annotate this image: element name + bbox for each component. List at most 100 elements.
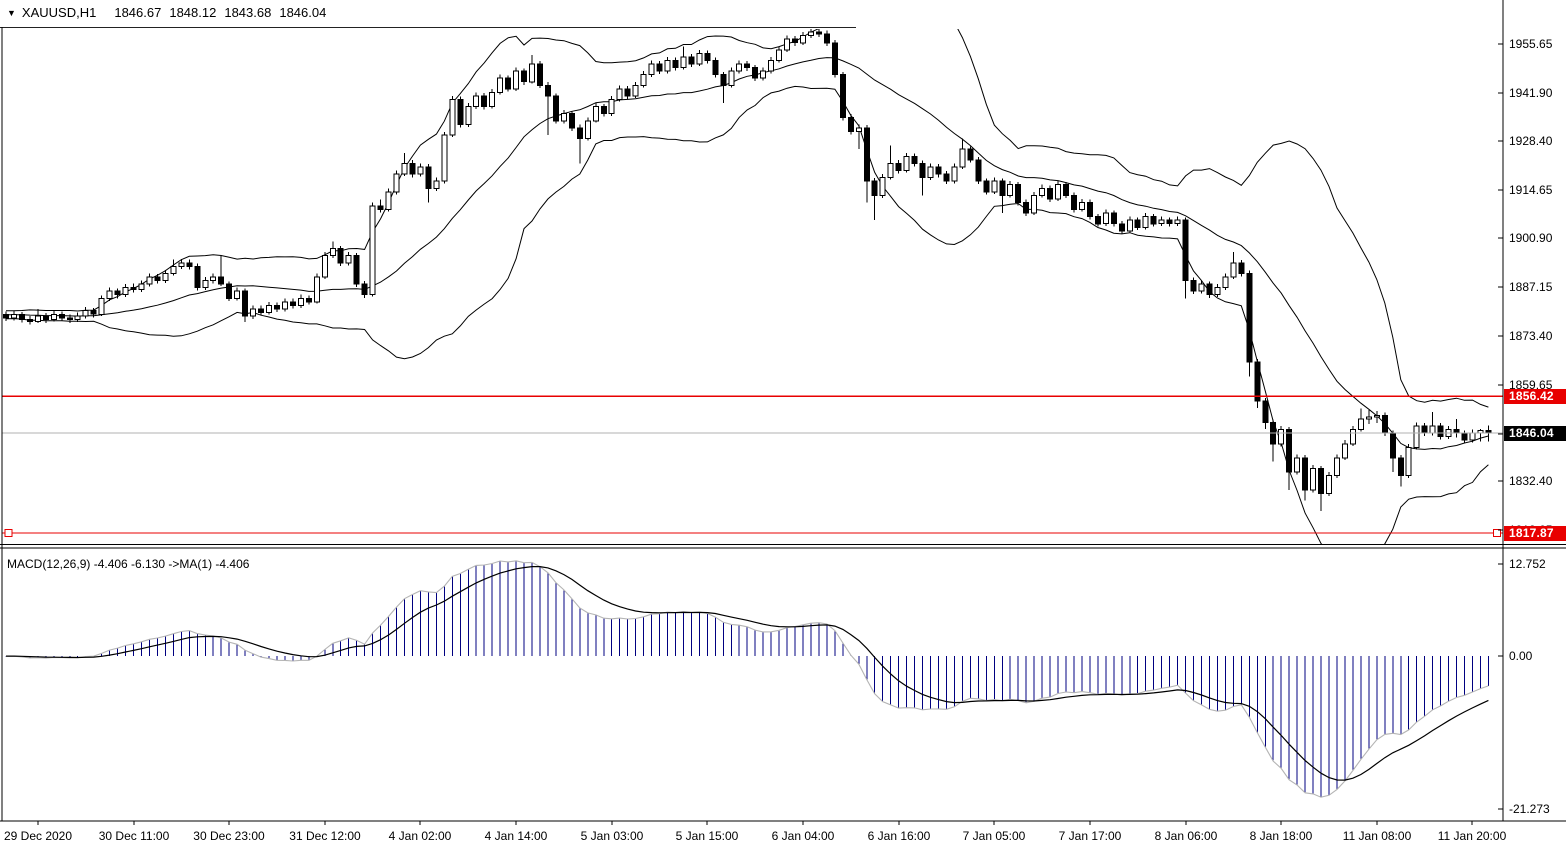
candle-bearish: [90, 310, 97, 315]
price-tick-label: 1955.65: [1509, 37, 1553, 51]
macd-indicator-label: MACD(12,26,9) -4.406 -6.130 ->MA(1) -4.4…: [7, 557, 250, 571]
candle-bearish: [1421, 425, 1428, 434]
candle-bearish: [26, 319, 33, 322]
candle-bearish: [1389, 432, 1396, 459]
candle-bearish: [1047, 187, 1054, 200]
candle-bullish: [1334, 457, 1340, 477]
candle-bullish: [489, 91, 496, 108]
candle-bullish: [417, 166, 424, 175]
candle-bearish: [258, 308, 264, 313]
time-tick-label: 8 Jan 06:00: [1155, 829, 1218, 843]
candle-bullish: [1326, 475, 1332, 494]
candle-bullish: [1429, 425, 1436, 434]
candle-bearish: [457, 99, 464, 125]
candle-bearish: [114, 290, 121, 296]
candle-bearish: [752, 67, 759, 79]
candle-bullish: [1158, 219, 1165, 225]
candle-bearish: [576, 127, 583, 140]
time-tick-label: 7 Jan 05:00: [963, 829, 1026, 843]
candle-bearish: [42, 315, 49, 320]
candle-bullish: [1365, 416, 1372, 420]
candle-bullish: [927, 166, 934, 179]
candle-bullish: [648, 63, 655, 76]
candle-bullish: [433, 180, 440, 189]
candle-bearish: [1302, 457, 1309, 491]
candle-bullish: [473, 95, 480, 108]
candle-bullish: [632, 84, 639, 97]
price-tag-resistance: 1856.42: [1504, 389, 1566, 404]
price-tick-label: 1873.40: [1509, 329, 1553, 343]
candle-bearish: [919, 162, 926, 179]
candle-bullish: [281, 301, 288, 310]
candle-bearish: [863, 127, 870, 182]
time-tick-label: 8 Jan 18:00: [1250, 829, 1313, 843]
price-axis[interactable]: 1955.65 1941.90 1928.40 1914.65 1900.90 1887.…: [1498, 0, 1566, 821]
time-tick-label: 31 Dec 12:00: [289, 829, 361, 843]
candle-bullish: [202, 280, 209, 289]
candle-bearish: [704, 52, 711, 62]
price-tag-support: 1817.87: [1504, 526, 1566, 541]
candle-bearish: [537, 63, 543, 86]
candle-bullish: [497, 77, 504, 93]
candle-bearish: [194, 265, 201, 289]
candle-bullish: [879, 177, 886, 196]
panel-borders: [0, 0, 1566, 822]
candle-bearish: [1206, 283, 1213, 296]
candle-bullish: [640, 74, 647, 86]
candle-bearish: [1182, 219, 1189, 281]
main-price-panel[interactable]: [3, 0, 1492, 560]
candle-bullish: [800, 35, 806, 44]
candle-bullish: [592, 106, 599, 122]
candle-bearish: [792, 38, 798, 44]
candle-bullish: [74, 315, 81, 320]
candle-bullish: [959, 148, 966, 168]
candle-bearish: [943, 173, 950, 182]
candle-bullish: [1294, 457, 1301, 473]
candle-bullish: [1413, 425, 1420, 448]
candle-bullish: [1469, 432, 1476, 441]
time-tick-label: 30 Dec 11:00: [99, 829, 170, 843]
candle-bearish: [1437, 425, 1444, 438]
candle-bullish: [513, 70, 520, 90]
price-axis-area[interactable]: [1503, 0, 1566, 821]
symbol-dropdown-icon[interactable]: ▼: [7, 8, 16, 18]
price-tick-label: 1914.65: [1509, 183, 1553, 197]
line-handle-left[interactable]: [4, 528, 13, 538]
candle-bullish: [584, 120, 591, 140]
time-tick-label: 7 Jan 17:00: [1059, 829, 1122, 843]
time-tick-label: 4 Jan 14:00: [485, 829, 548, 843]
time-tick-label: 11 Jan 08:00: [1343, 829, 1412, 843]
candle-bullish: [1310, 468, 1317, 491]
candle-bearish: [831, 42, 838, 76]
candle-bullish: [616, 88, 623, 101]
candle-bullish: [991, 180, 998, 193]
candle-bullish: [441, 134, 448, 182]
candle-bearish: [3, 313, 9, 319]
candle-bearish: [1110, 212, 1117, 225]
candle-bullish: [560, 113, 567, 122]
macd-ma1-line: [5, 560, 1489, 798]
candle-bearish: [983, 180, 990, 193]
price-tick-label: 1928.40: [1509, 134, 1553, 148]
candle-bullish: [50, 313, 57, 321]
candle-bearish: [744, 63, 751, 69]
candle-bullish: [401, 162, 408, 175]
candle-bearish: [999, 180, 1006, 196]
candle-bearish: [1190, 280, 1197, 292]
candle-bullish: [1222, 276, 1229, 289]
line-handle-right[interactable]: [1492, 528, 1502, 538]
candle-bearish: [274, 304, 280, 310]
macd-panel[interactable]: [5, 560, 1489, 798]
candle-bullish: [266, 304, 272, 313]
candle-bullish: [122, 287, 129, 296]
candle-bullish: [1031, 194, 1038, 214]
candle-bullish: [1278, 429, 1285, 445]
time-axis[interactable]: 29 Dec 2020 30 Dec 11:00 30 Dec 23:00 31 De…: [0, 821, 1566, 850]
candle-bullish: [345, 255, 352, 264]
candle-bullish: [1126, 219, 1133, 232]
candle-bullish: [1373, 414, 1380, 418]
candle-bullish: [369, 205, 376, 296]
candle-bullish: [608, 99, 615, 115]
candle-bearish: [839, 74, 846, 118]
